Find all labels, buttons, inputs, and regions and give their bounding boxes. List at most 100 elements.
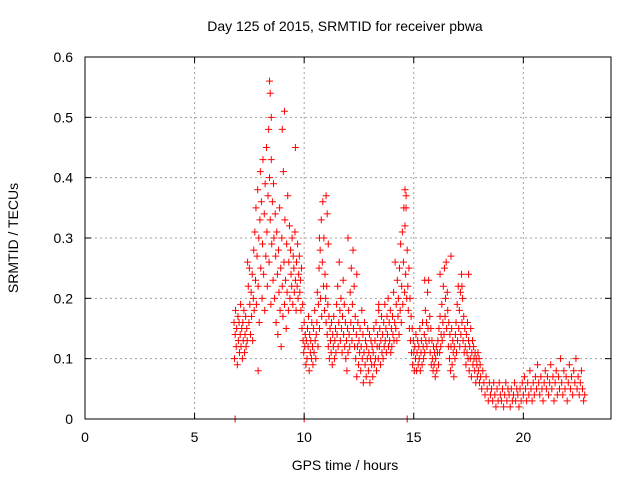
data-point bbox=[347, 264, 355, 272]
data-point bbox=[392, 325, 400, 332]
data-point bbox=[264, 192, 272, 200]
data-point bbox=[348, 337, 356, 345]
data-point bbox=[259, 156, 267, 164]
data-point bbox=[526, 367, 534, 375]
data-point bbox=[396, 306, 404, 314]
data-point bbox=[316, 234, 324, 242]
y-tick-label: 0.1 bbox=[54, 351, 74, 367]
data-point bbox=[250, 306, 258, 314]
data-point bbox=[365, 331, 373, 339]
data-point bbox=[298, 264, 306, 272]
data-point bbox=[387, 349, 395, 357]
data-point bbox=[262, 144, 270, 151]
data-point bbox=[439, 282, 447, 290]
data-point bbox=[323, 210, 331, 218]
data-point bbox=[376, 361, 384, 369]
data-point bbox=[273, 228, 281, 236]
data-point bbox=[502, 379, 510, 387]
data-point bbox=[458, 282, 466, 290]
data-point bbox=[340, 300, 348, 308]
data-point bbox=[259, 240, 267, 248]
data-point bbox=[467, 325, 475, 332]
data-point bbox=[287, 270, 295, 278]
data-point bbox=[476, 361, 484, 369]
data-point bbox=[313, 288, 321, 296]
data-point bbox=[243, 325, 251, 332]
data-point bbox=[399, 300, 407, 308]
data-point bbox=[402, 270, 410, 278]
data-point bbox=[246, 331, 254, 339]
data-point bbox=[275, 246, 283, 254]
data-point bbox=[398, 282, 406, 290]
data-point bbox=[284, 306, 292, 314]
data-point bbox=[291, 228, 299, 236]
data-point bbox=[528, 397, 536, 405]
data-point bbox=[239, 318, 247, 326]
data-point bbox=[232, 306, 240, 314]
data-point bbox=[253, 252, 261, 260]
data-point bbox=[563, 397, 571, 405]
data-point bbox=[271, 210, 279, 218]
data-point bbox=[299, 300, 307, 308]
data-point bbox=[440, 264, 448, 272]
data-point bbox=[240, 306, 248, 314]
data-point bbox=[244, 258, 252, 266]
data-point bbox=[376, 325, 384, 332]
data-point bbox=[353, 373, 361, 381]
data-point bbox=[401, 222, 409, 230]
data-point bbox=[252, 300, 260, 308]
data-point bbox=[339, 312, 347, 320]
data-point bbox=[455, 306, 463, 314]
data-point bbox=[280, 300, 288, 308]
data-point bbox=[250, 246, 258, 254]
data-point bbox=[337, 325, 345, 332]
data-point bbox=[297, 306, 305, 314]
data-point bbox=[402, 204, 410, 212]
data-point bbox=[277, 343, 285, 351]
data-point bbox=[548, 385, 556, 393]
data-point bbox=[351, 312, 359, 320]
data-points bbox=[230, 77, 589, 423]
data-point bbox=[272, 252, 280, 260]
data-point bbox=[420, 331, 428, 339]
data-point bbox=[334, 343, 342, 351]
data-point bbox=[463, 318, 471, 326]
data-point bbox=[283, 288, 291, 296]
data-point bbox=[461, 325, 469, 332]
data-point bbox=[440, 331, 448, 339]
data-point bbox=[271, 294, 279, 302]
data-point bbox=[564, 379, 572, 387]
data-point bbox=[427, 325, 435, 332]
data-point bbox=[282, 276, 290, 284]
data-point bbox=[278, 234, 286, 242]
data-point bbox=[317, 216, 325, 224]
data-point bbox=[465, 270, 473, 278]
data-point bbox=[324, 240, 332, 248]
data-point bbox=[450, 373, 458, 381]
data-point bbox=[506, 403, 514, 411]
data-point bbox=[458, 270, 466, 278]
data-point bbox=[263, 228, 271, 236]
data-point bbox=[257, 264, 265, 272]
data-point bbox=[254, 282, 262, 290]
data-point bbox=[269, 276, 277, 284]
data-point bbox=[421, 306, 429, 314]
data-point bbox=[362, 373, 370, 381]
data-point bbox=[397, 318, 405, 326]
data-point bbox=[467, 373, 475, 381]
data-point bbox=[344, 349, 352, 357]
data-point bbox=[313, 318, 321, 326]
data-point bbox=[435, 325, 443, 332]
data-point bbox=[462, 331, 470, 339]
data-point bbox=[482, 373, 490, 381]
data-point bbox=[261, 306, 269, 314]
x-tick-label: 20 bbox=[516, 429, 532, 445]
data-point bbox=[475, 355, 483, 363]
data-point bbox=[579, 385, 587, 393]
data-point bbox=[285, 222, 293, 230]
data-point bbox=[552, 367, 560, 375]
data-point bbox=[294, 294, 302, 302]
x-tick-label: 10 bbox=[296, 429, 312, 445]
data-point bbox=[296, 276, 304, 284]
data-point bbox=[421, 276, 429, 284]
